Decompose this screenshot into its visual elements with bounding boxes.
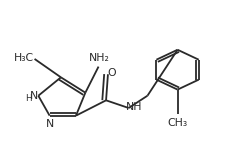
Text: N: N [30,91,38,101]
Text: H: H [25,93,31,102]
Text: CH₃: CH₃ [168,118,188,128]
Text: O: O [108,69,116,78]
Text: NH₂: NH₂ [89,53,109,63]
Text: NH: NH [126,102,142,112]
Text: N: N [46,119,54,129]
Text: H₃C: H₃C [14,53,34,63]
